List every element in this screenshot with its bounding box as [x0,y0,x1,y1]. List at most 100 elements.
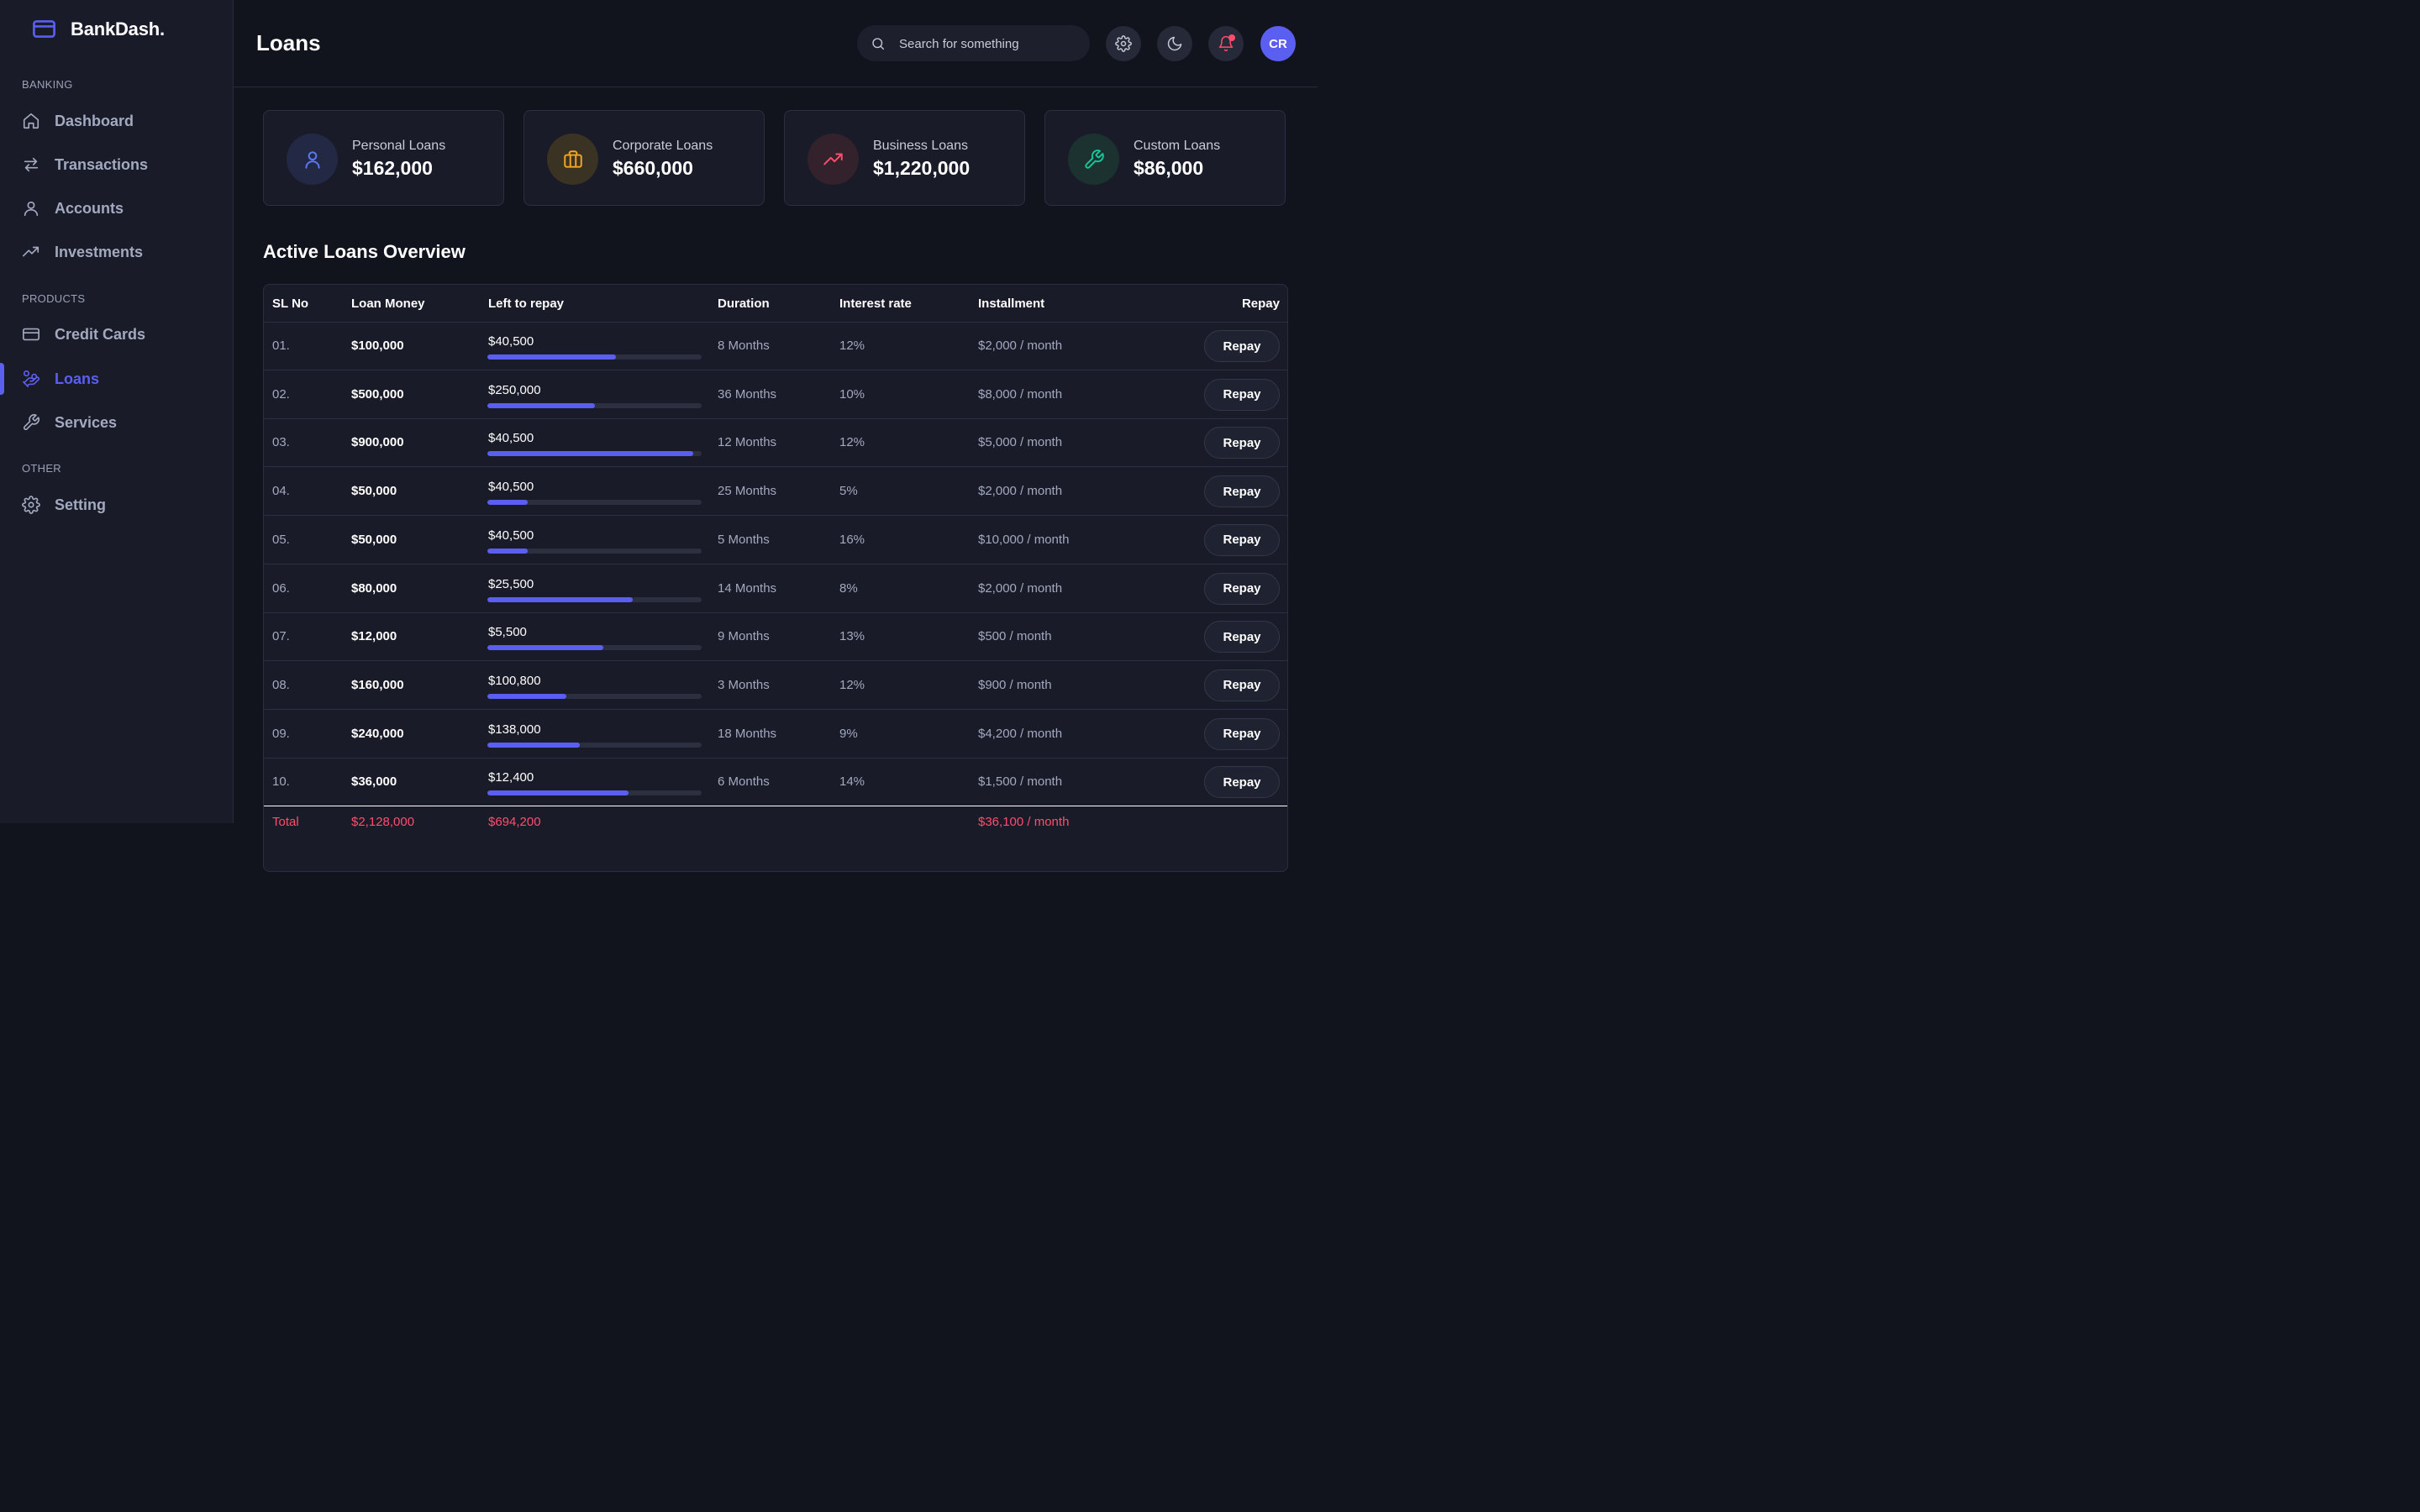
cell-installment: $2,000 / month [978,484,1063,499]
cell-left-to-repay: $40,500 [488,334,534,349]
cell-left-to-repay: $5,500 [488,625,527,640]
sidebar-item-label: Loans [55,370,100,387]
card-label: Custom Loans [1134,139,1221,153]
repay-progress-bar [487,790,702,796]
briefcase-icon [563,150,582,168]
search-icon [872,38,885,50]
avatar[interactable]: CR [1260,26,1296,61]
repay-progress-fill [487,742,580,748]
repay-progress-fill [487,500,529,506]
repay-progress-fill [487,596,634,602]
cell-duration: 5 Months [718,532,770,547]
section-label-products: PRODUCTS [22,292,86,305]
cell-loan-money: $50,000 [351,532,397,547]
cell-left-to-repay: $250,000 [488,382,541,397]
card-label: Personal Loans [352,139,446,153]
cell-sl-no: 06. [272,580,290,596]
sidebar-item-label: Accounts [55,199,124,217]
card-value: $162,000 [352,157,433,179]
cell-duration: 25 Months [718,484,777,499]
cell-duration: 9 Months [718,629,770,644]
cell-sl-no: 09. [272,726,290,741]
table-row: 09. $240,000 $138,000 18 Months 9% $4,200 / m… [264,710,1287,759]
card-custom-loans: Custom Loans $86,000 [1044,110,1286,206]
repay-button[interactable]: Repay [1204,621,1280,654]
theme-toggle-button[interactable] [1157,26,1192,61]
user-icon [304,150,320,169]
repay-progress-bar [487,548,702,554]
table-row: 01. $100,000 $40,500 8 Months 12% $2,000 / mo… [264,322,1287,370]
cell-sl-no: 01. [272,339,290,353]
repay-button[interactable]: Repay [1204,572,1280,605]
cell-duration: 18 Months [718,726,777,741]
trending-up-icon [22,243,40,261]
user-icon [22,199,40,218]
repay-button[interactable]: Repay [1204,427,1280,459]
cell-sl-no: 07. [272,629,290,644]
notification-dot [1228,34,1235,41]
sidebar-item-services[interactable]: Services [0,406,233,439]
repay-progress-bar [487,645,702,651]
cell-duration: 14 Months [718,580,777,596]
brand[interactable]: BankDash. [32,17,165,41]
sidebar-item-transactions[interactable]: Transactions [0,148,233,181]
sidebar-item-investments[interactable]: Investments [0,235,233,269]
cell-installment: $10,000 / month [978,532,1070,547]
repay-button[interactable]: Repay [1204,378,1280,411]
cell-duration: 6 Months [718,774,770,790]
sidebar-item-loans[interactable]: Loans [0,362,233,396]
sidebar-item-label: Transactions [55,155,149,173]
cell-installment: $2,000 / month [978,580,1063,596]
search-input[interactable] [897,25,1081,63]
trending-up-icon [823,153,843,165]
cell-loan-money: $900,000 [351,435,404,450]
repay-button[interactable]: Repay [1204,523,1280,556]
cell-duration: 8 Months [718,339,770,353]
cell-loan-money: $100,000 [351,339,404,353]
sidebar-item-label: Credit Cards [55,325,146,343]
cell-installment: $8,000 / month [978,386,1063,402]
total-loan: $2,128,000 [351,815,415,829]
repay-progress-bar [487,693,702,699]
repay-progress-fill [487,645,603,651]
repay-button[interactable]: Repay [1204,475,1280,508]
cell-installment: $900 / month [978,677,1052,692]
repay-progress-bar [487,742,702,748]
search-box[interactable] [857,25,1090,63]
wrench-icon [22,413,40,432]
cell-interest-rate: 12% [839,339,865,353]
card-icon-circle [287,134,338,185]
repay-progress-fill [487,790,629,796]
cell-interest-rate: 5% [839,484,858,499]
total-row: Total $2,128,000 $694,200 $36,100 / mont… [264,806,1287,857]
table-row: 03. $900,000 $40,500 12 Months 12% $5,000 / m… [264,418,1287,468]
sidebar-item-dashboard[interactable]: Dashboard [0,104,233,138]
sidebar-item-credit-cards[interactable]: Credit Cards [0,318,233,351]
cell-loan-money: $160,000 [351,677,404,692]
sidebar-item-setting[interactable]: Setting [0,488,233,522]
repay-button[interactable]: Repay [1204,669,1280,701]
column-header-left-to-repay: Left to repay [488,297,565,311]
card-label: Business Loans [873,139,968,153]
cell-duration: 3 Months [718,677,770,692]
cell-loan-money: $12,000 [351,629,397,644]
repay-button[interactable]: Repay [1204,330,1280,362]
repay-progress-bar [487,451,702,457]
section-label-banking: BANKING [22,78,73,91]
notifications-button[interactable] [1208,26,1244,61]
brand-name: BankDash. [71,18,165,39]
cell-sl-no: 08. [272,677,290,692]
cell-left-to-repay: $138,000 [488,722,541,737]
repay-progress-bar [487,354,702,360]
sidebar-item-label: Investments [55,243,144,260]
card-icon-circle [547,134,598,185]
repay-progress-fill [487,548,529,554]
table-row: 07. $12,000 $5,500 9 Months 13% $500 / month R… [264,612,1287,662]
cell-left-to-repay: $25,500 [488,576,534,591]
settings-button[interactable] [1106,26,1141,61]
sidebar-item-accounts[interactable]: Accounts [0,192,233,225]
cell-interest-rate: 16% [839,532,865,547]
card-icon-circle [808,134,859,185]
repay-button[interactable]: Repay [1204,717,1280,750]
repay-button[interactable]: Repay [1204,766,1280,799]
